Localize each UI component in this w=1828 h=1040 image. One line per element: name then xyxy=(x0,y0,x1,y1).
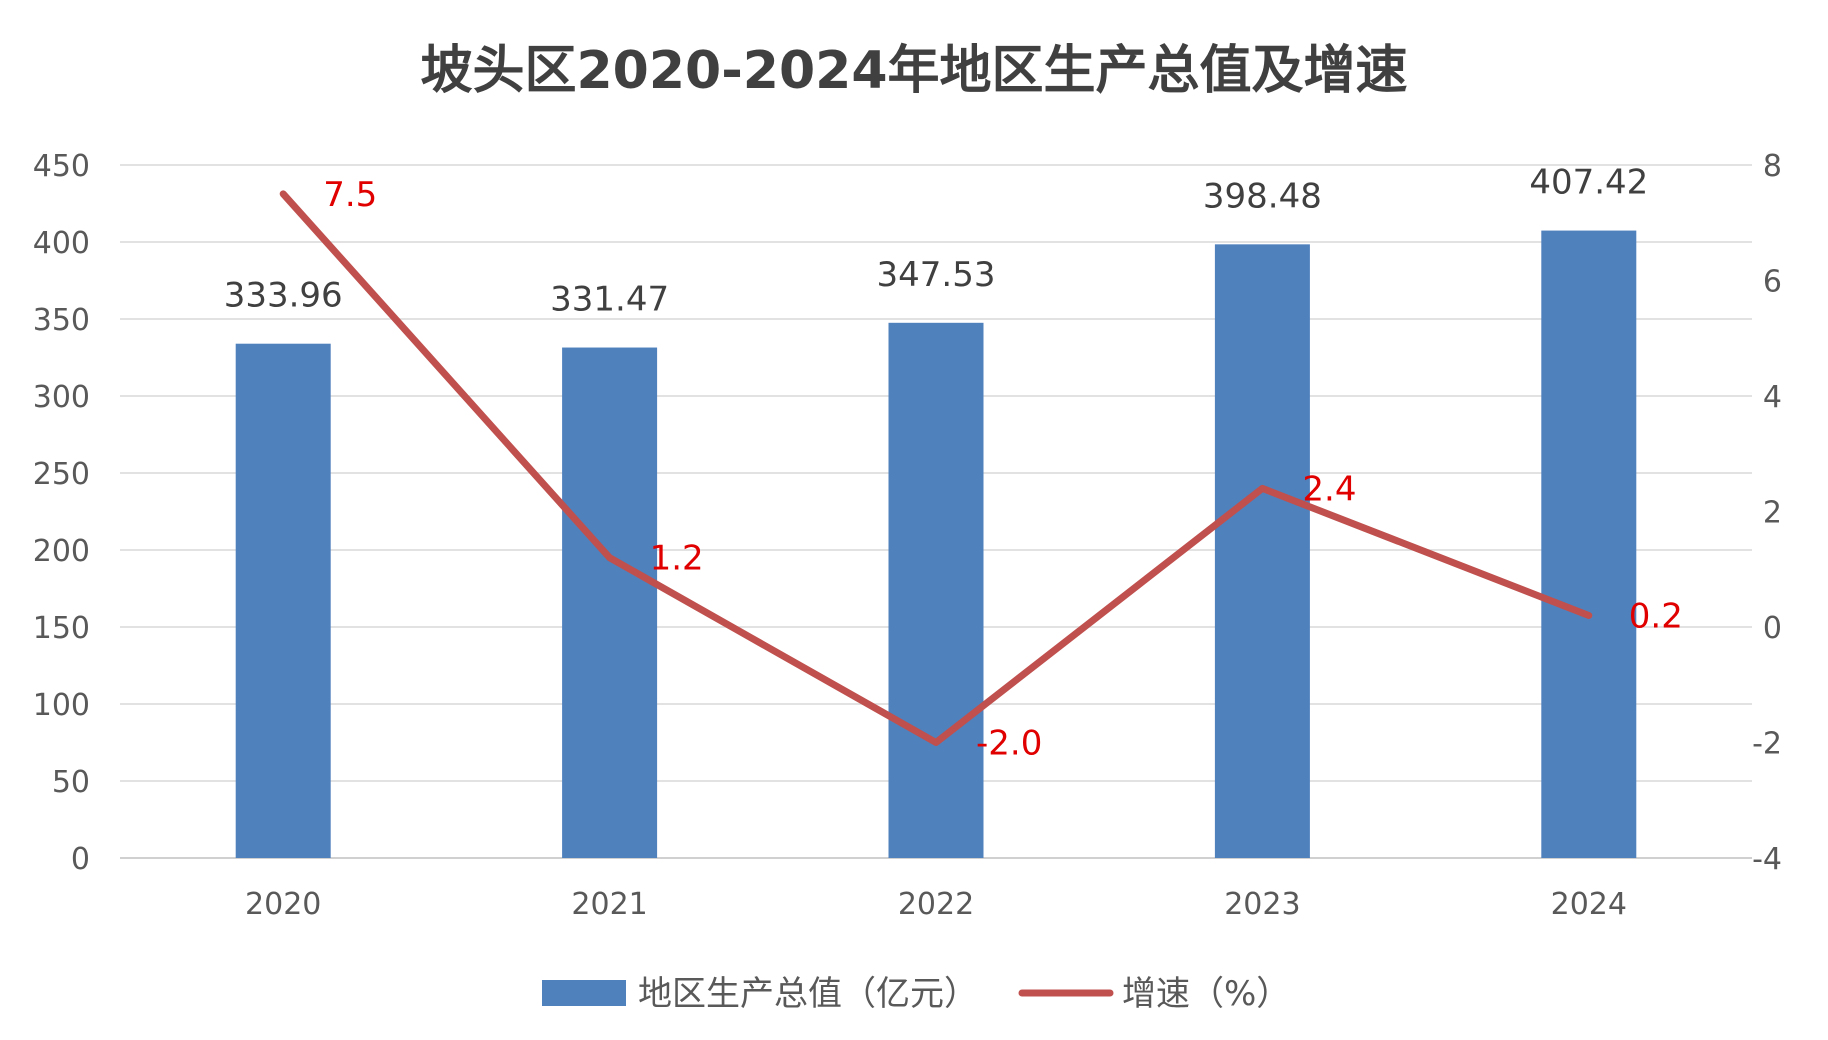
left-y-axis: 0 50 100 150 200 250 300 350 400 450 xyxy=(33,149,90,877)
x-tick-label: 2021 xyxy=(571,887,647,922)
left-tick-label: 150 xyxy=(33,611,90,646)
right-tick-label: 0 xyxy=(1763,611,1782,646)
legend-line-label: 增速（%） xyxy=(1122,974,1290,1014)
right-tick-label: 2 xyxy=(1763,496,1782,531)
left-tick-label: 0 xyxy=(71,842,90,877)
x-axis: 2020 2021 2022 2023 2024 xyxy=(245,887,1627,922)
bar xyxy=(562,347,658,858)
left-tick-label: 250 xyxy=(33,457,90,492)
right-y-axis: -4 -2 0 2 4 6 8 xyxy=(1752,149,1782,877)
line-point xyxy=(606,554,613,561)
bar-value-label: 347.53 xyxy=(877,255,996,295)
line-value-label: 2.4 xyxy=(1302,469,1356,509)
right-tick-label: 8 xyxy=(1763,149,1782,184)
line-point xyxy=(933,739,939,746)
bar xyxy=(235,343,331,858)
left-tick-label: 400 xyxy=(33,226,90,261)
line-value-label: 7.5 xyxy=(323,175,377,215)
right-tick-label: 4 xyxy=(1763,380,1782,415)
legend-bar-label: 地区生产总值（亿元） xyxy=(638,974,978,1014)
bar-value-label: 407.42 xyxy=(1529,163,1648,203)
left-tick-label: 200 xyxy=(33,534,90,569)
left-tick-label: 100 xyxy=(33,688,90,723)
line-point xyxy=(1585,612,1592,619)
right-tick-label: 6 xyxy=(1763,265,1782,300)
bar-value-label: 333.96 xyxy=(224,276,343,316)
line-point xyxy=(280,190,287,197)
x-tick-label: 2024 xyxy=(1551,887,1627,922)
left-tick-label: 350 xyxy=(33,303,90,338)
line-value-label: -2.0 xyxy=(976,724,1042,764)
bar-series: 333.96 331.47 347.53 398.48 407.42 xyxy=(224,163,1648,859)
bar-value-label: 331.47 xyxy=(550,280,669,320)
right-tick-label: -2 xyxy=(1752,727,1782,762)
left-tick-label: 450 xyxy=(33,149,90,184)
line-point xyxy=(1259,485,1266,492)
bar xyxy=(888,322,984,858)
bar-value-label: 398.48 xyxy=(1203,176,1322,216)
x-tick-label: 2023 xyxy=(1224,887,1300,922)
line-series: 7.5 1.2 -2.0 2.4 0.2 xyxy=(279,175,1683,764)
line-value-label: 1.2 xyxy=(650,539,704,579)
legend-bar-swatch xyxy=(542,980,626,1006)
left-tick-label: 300 xyxy=(33,380,90,415)
line-value-label: 0.2 xyxy=(1629,596,1683,636)
x-tick-label: 2020 xyxy=(245,887,321,922)
legend: 地区生产总值（亿元） 增速（%） xyxy=(542,974,1290,1014)
bar xyxy=(1541,230,1637,859)
left-tick-label: 50 xyxy=(52,765,90,800)
right-tick-label: -4 xyxy=(1752,842,1782,877)
bar xyxy=(1214,244,1310,858)
x-tick-label: 2022 xyxy=(898,887,974,922)
chart-title: 坡头区2020-2024年地区生产总值及增速 xyxy=(420,41,1407,101)
